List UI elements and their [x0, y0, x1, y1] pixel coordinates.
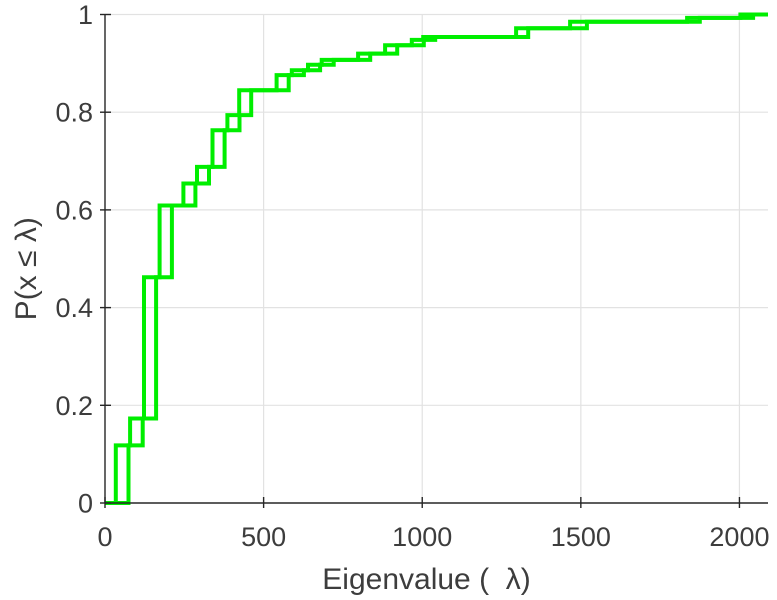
y-tick-label: 0.4	[55, 293, 93, 323]
x-tick-label: 500	[241, 522, 286, 552]
x-tick-label: 1000	[392, 522, 452, 552]
ecdf-curve-2-step-line	[105, 12, 768, 505]
y-tick-label: 1	[78, 0, 93, 30]
ecdf-curve-1-step-line	[105, 12, 768, 505]
x-tick-label: 0	[97, 522, 112, 552]
x-tick-label: 1500	[551, 522, 611, 552]
x-tick-label: 2000	[709, 522, 769, 552]
y-tick-label: 0.2	[55, 391, 93, 421]
y-tick-label: 0.8	[55, 98, 93, 128]
y-tick-label: 0	[78, 489, 93, 519]
y-axis-label: P(x ≤ λ)	[10, 217, 43, 320]
x-axis-label: Eigenvalue ( λ)	[322, 563, 530, 596]
y-tick-label: 0.6	[55, 195, 93, 225]
